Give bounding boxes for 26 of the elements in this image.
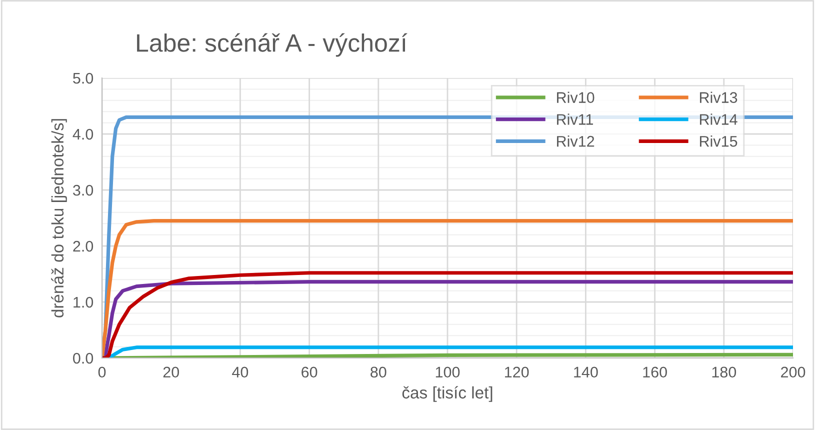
x-tick-label: 20 (163, 366, 179, 378)
y-tick-label: 2.0 (73, 240, 94, 252)
legend-label: Riv14 (700, 114, 738, 125)
x-tick-label: 40 (232, 366, 248, 378)
x-tick-label: 180 (712, 366, 736, 378)
x-tick-label: 120 (505, 366, 529, 378)
chart-title: Labe: scénář A - výchozí (137, 33, 408, 57)
y-tick-label: 1.0 (74, 296, 94, 308)
x-tick-label: 80 (370, 366, 386, 378)
x-tick-label: 0 (98, 366, 106, 378)
legend-label: Riv12 (557, 136, 594, 147)
legend-label: Riv15 (700, 136, 738, 147)
legend-label: Riv13 (700, 92, 738, 103)
x-axis-title: čas [tisíc let] (402, 386, 492, 402)
legend-label: Riv10 (557, 92, 594, 103)
y-axis-title: drénáž do toku [jednotek/s] (51, 119, 67, 318)
y-tick-label: 3.0 (73, 184, 94, 196)
x-tick-label: 140 (574, 366, 598, 378)
x-tick-label: 100 (436, 366, 460, 378)
x-tick-label: 160 (643, 366, 667, 378)
y-tick-label: 4.0 (72, 128, 94, 140)
x-tick-label: 60 (302, 366, 318, 378)
x-tick-label: 200 (781, 366, 806, 378)
y-tick-label: 5.0 (73, 72, 94, 84)
y-tick-label: 0.0 (73, 352, 94, 364)
legend-label: Riv11 (557, 114, 593, 125)
